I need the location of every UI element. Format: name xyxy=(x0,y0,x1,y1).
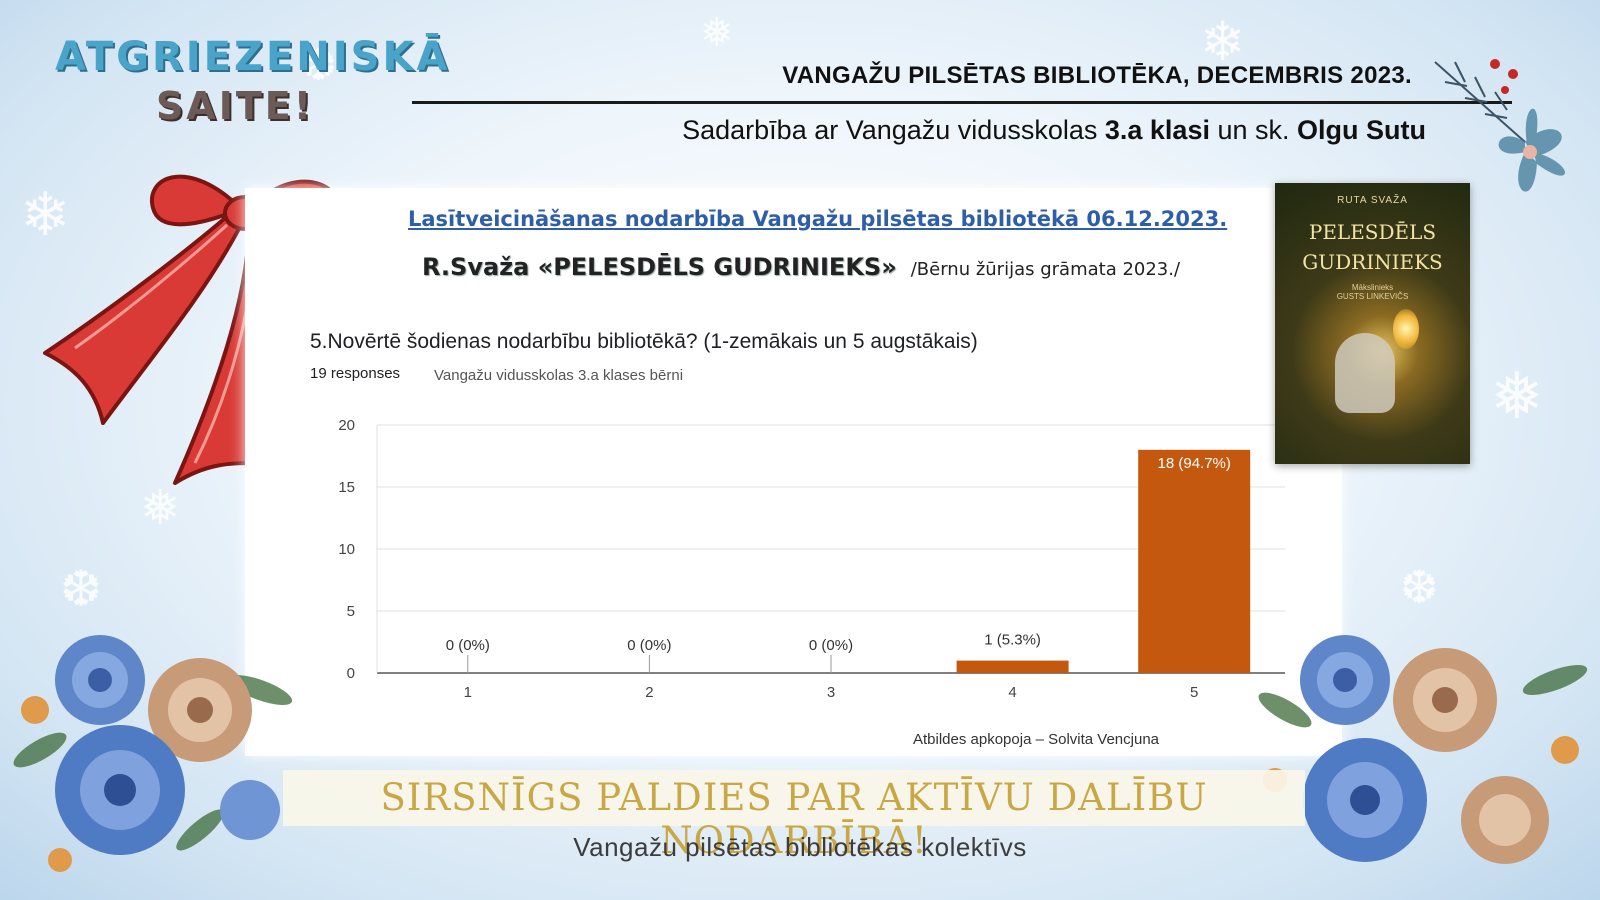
x-tick-label: 2 xyxy=(645,684,653,701)
data-label: 0 (0%) xyxy=(627,637,671,654)
book-cover-illustrator-label: Mākslinieks xyxy=(1351,283,1394,292)
respondent-group: Vangažu vidusskolas 3.a klases bērni xyxy=(434,367,684,384)
mouse-icon xyxy=(1335,333,1395,413)
data-label: 0 (0%) xyxy=(809,637,853,654)
ribbon-bow-icon xyxy=(43,174,341,485)
header-sub-teacher: Olgu Sutu xyxy=(1297,115,1426,145)
book-name: R.Svaža «PELESDĒLS GUDRINIEKS» xyxy=(422,253,897,281)
response-count: 19 responses xyxy=(310,365,401,382)
book-cover-title-line2: GUDRINIEKS xyxy=(1302,250,1443,274)
x-tick-label: 4 xyxy=(1008,684,1016,701)
x-tick-label: 5 xyxy=(1190,684,1198,701)
bar xyxy=(956,660,1069,673)
berry-spray-icon xyxy=(1434,59,1566,192)
header-subtitle: Sadarbība ar Vangažu vidusskolas 3.a kla… xyxy=(682,115,1426,146)
summary-credit: Atbildes apkopoja – Solvita Vencjuna xyxy=(913,731,1160,748)
book-cover-image: RUTA SVAŽA PELESDĒLS GUDRINIEKS Mākslini… xyxy=(1275,183,1470,464)
y-tick-label: 15 xyxy=(338,479,355,496)
snowflake-icon: ❆ xyxy=(1400,560,1439,614)
feedback-title-line2: SAITE! xyxy=(155,84,315,128)
header-sub-prefix: Sadarbība ar Vangažu vidusskolas xyxy=(682,115,1105,145)
header-divider xyxy=(412,101,1512,104)
thanks-message: SIRSNĪGS PALDIES PAR AKTĪVU DALĪBU NODAR… xyxy=(380,776,1208,862)
data-label: 1 (5.3%) xyxy=(984,632,1041,649)
x-tick-label: 3 xyxy=(827,684,835,701)
book-cover-illustrator-name: GUSTS LINKEVIČS xyxy=(1336,292,1409,301)
winter-roses-right-icon xyxy=(1258,635,1588,864)
signature: Vangažu pilsētas bibliotēkas kolektīvs xyxy=(573,832,1027,862)
torch-icon xyxy=(1393,309,1419,349)
header-sub-class: 3.a klasi xyxy=(1104,115,1210,145)
bar xyxy=(1138,449,1251,673)
event-title: Lasītveicināšanas nodarbība Vangažu pils… xyxy=(408,207,1228,231)
book-cover-author: RUTA SVAŽA xyxy=(1337,195,1408,206)
rating-bar-chart: 0 5 10 15 20 1 0 (0%) 2 0 (0%) 3 0 (0%) 4 1 (5.3%) 5 1… xyxy=(338,417,1285,701)
y-tick-label: 10 xyxy=(338,541,355,558)
x-tick-label: 1 xyxy=(464,684,472,701)
data-label: 18 (94.7%) xyxy=(1158,455,1231,472)
data-label: 0 (0%) xyxy=(446,637,490,654)
survey-question: 5.Novērtē šodienas nodarbību bibliotēkā?… xyxy=(310,330,978,353)
book-line: R.Svaža «PELESDĒLS GUDRINIEKS» /Bērnu žūr… xyxy=(422,253,1180,281)
snowflake-icon: ❆ xyxy=(60,560,102,618)
feedback-title-line1: ATGRIEZENISKĀ xyxy=(55,34,451,80)
thanks-banner xyxy=(283,770,1305,826)
feedback-title: ATGRIEZENISKĀ SAITE! xyxy=(55,34,451,128)
book-cover-title: PELESDĒLS GUDRINIEKS xyxy=(1275,217,1470,277)
book-cover-illustrator: Mākslinieks GUSTS LINKEVIČS xyxy=(1275,283,1470,301)
y-tick-label: 0 xyxy=(347,665,355,682)
y-tick-label: 5 xyxy=(347,603,355,620)
winter-roses-left-icon xyxy=(13,635,293,872)
snowflake-icon: ❅ xyxy=(1490,360,1544,434)
book-note: /Bērnu žūrijas grāmata 2023./ xyxy=(910,259,1181,280)
y-tick-label: 20 xyxy=(338,417,355,434)
snowflake-icon: ❅ xyxy=(700,10,734,56)
header-sub-mid: un sk. xyxy=(1209,115,1298,145)
book-cover-title-line1: PELESDĒLS xyxy=(1308,220,1437,244)
header-title: VANGAŽU PILSĒTAS BIBLIOTĒKA, DECEMBRIS 2… xyxy=(782,62,1412,89)
